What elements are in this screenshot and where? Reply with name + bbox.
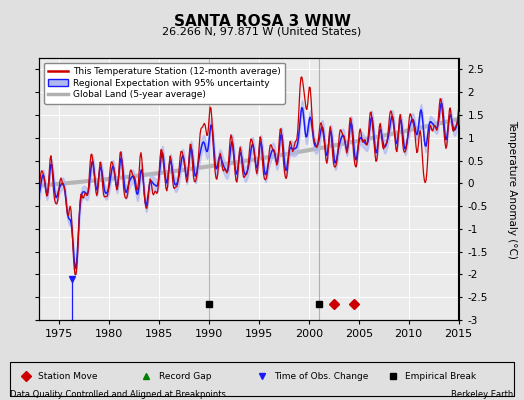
Text: Empirical Break: Empirical Break bbox=[406, 372, 476, 381]
Text: SANTA ROSA 3 WNW: SANTA ROSA 3 WNW bbox=[173, 14, 351, 29]
Text: Time of Obs. Change: Time of Obs. Change bbox=[275, 372, 369, 381]
Text: Record Gap: Record Gap bbox=[159, 372, 211, 381]
Text: Berkeley Earth: Berkeley Earth bbox=[451, 390, 514, 399]
Text: Data Quality Controlled and Aligned at Breakpoints: Data Quality Controlled and Aligned at B… bbox=[10, 390, 226, 399]
Legend: This Temperature Station (12-month average), Regional Expectation with 95% uncer: This Temperature Station (12-month avera… bbox=[44, 62, 285, 104]
Text: 26.266 N, 97.871 W (United States): 26.266 N, 97.871 W (United States) bbox=[162, 26, 362, 36]
Y-axis label: Temperature Anomaly (°C): Temperature Anomaly (°C) bbox=[507, 120, 517, 258]
Text: Station Move: Station Move bbox=[38, 372, 97, 381]
